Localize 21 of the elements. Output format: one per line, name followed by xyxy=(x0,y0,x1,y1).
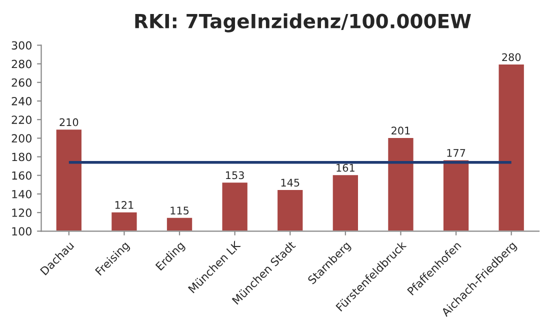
y-tick-label: 260 xyxy=(12,78,32,87)
chart-title: RKI: 7TageInzidenz/100.000EW xyxy=(135,13,471,32)
data-label: 280 xyxy=(502,53,521,62)
data-label: 153 xyxy=(226,171,244,180)
y-tick-label: 200 xyxy=(12,134,32,143)
data-label: 210 xyxy=(60,118,78,126)
data-label: 177 xyxy=(447,149,466,157)
data-label: 121 xyxy=(115,201,134,209)
data-label: 145 xyxy=(281,178,300,187)
y-tick-label: 100 xyxy=(12,227,32,236)
y-tick-label: 240 xyxy=(12,96,32,106)
data-label: 115 xyxy=(170,206,189,214)
y-tick-label: 300 xyxy=(12,41,32,50)
y-tick-label: 140 xyxy=(12,190,32,198)
data-label: 161 xyxy=(336,164,354,172)
data-label: 201 xyxy=(392,126,410,135)
y-tick-label: 280 xyxy=(12,60,32,68)
y-tick-label: 220 xyxy=(12,116,32,124)
y-tick-label: 180 xyxy=(12,152,32,162)
y-tick-label: 120 xyxy=(12,208,32,217)
y-tick-label: 160 xyxy=(12,171,32,180)
